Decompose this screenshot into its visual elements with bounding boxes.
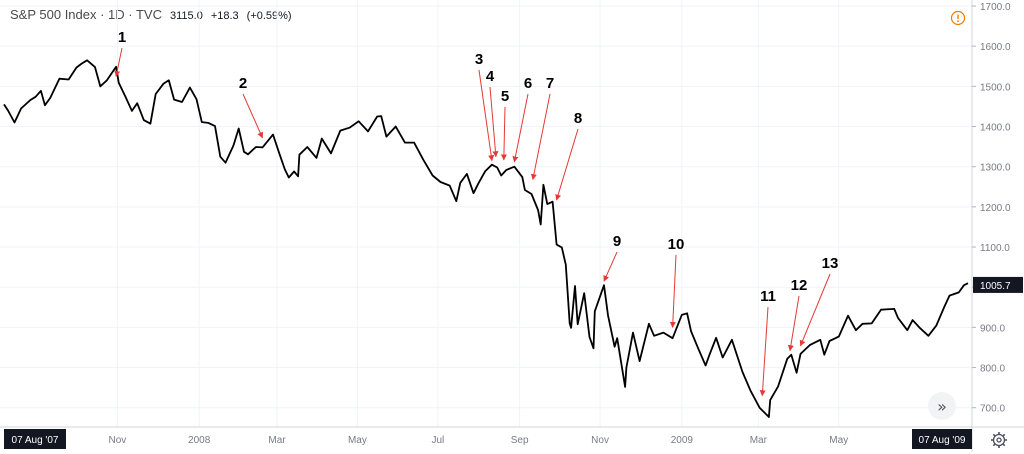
annotation-label: 6 — [524, 75, 532, 92]
annotation-label: 9 — [613, 233, 621, 250]
y-tick-label: 1300.0 — [980, 163, 1011, 174]
annotation-label: 4 — [486, 68, 495, 85]
price-series-line — [4, 60, 968, 417]
y-tick-label: 1500.0 — [980, 82, 1011, 93]
last-value-label: 1005.7 — [980, 281, 1011, 292]
annotation-arrow — [673, 255, 676, 327]
y-tick-label: 700.0 — [980, 404, 1005, 415]
x-tick-label: Sep — [511, 435, 529, 446]
double-chevron-right-icon: » — [937, 397, 947, 416]
annotation-arrow — [762, 307, 768, 396]
x-tick-label: Nov — [591, 435, 609, 446]
y-tick-label: 900.0 — [980, 323, 1005, 334]
annotation-label: 2 — [239, 75, 247, 92]
alert-circle-icon[interactable] — [950, 10, 966, 26]
y-tick-label: 1100.0 — [980, 243, 1010, 254]
annotation-arrow — [790, 296, 799, 351]
annotation-arrow — [490, 87, 496, 157]
annotation-label: 10 — [668, 236, 685, 253]
annotation-label: 11 — [760, 288, 776, 305]
y-tick-label: 1700.0 — [980, 2, 1011, 13]
y-tick-label: 1600.0 — [980, 42, 1011, 53]
annotation-label: 8 — [574, 110, 582, 127]
start-date-label: 07 Aug '07 — [12, 435, 59, 446]
annotation-label: 7 — [546, 75, 554, 92]
x-tick-label: May — [348, 435, 367, 446]
annotation-label: 12 — [791, 277, 808, 294]
annotation-arrow — [604, 252, 617, 281]
annotation-arrow — [514, 94, 528, 162]
annotation-label: 1 — [118, 29, 126, 46]
y-tick-label: 1200.0 — [980, 203, 1011, 214]
x-tick-label: Mar — [750, 435, 768, 446]
annotation-arrow — [504, 107, 505, 160]
annotation-label: 5 — [501, 88, 509, 105]
x-tick-label: Mar — [268, 435, 286, 446]
gear-icon[interactable] — [990, 431, 1008, 449]
annotation-arrow — [557, 129, 578, 200]
x-tick-label: 2008 — [188, 435, 211, 446]
annotation-label: 13 — [822, 255, 839, 272]
y-tick-label: 1400.0 — [980, 123, 1011, 134]
x-tick-label: Nov — [109, 435, 127, 446]
annotation-label: 3 — [475, 51, 483, 68]
x-tick-label: May — [829, 435, 848, 446]
y-tick-label: 800.0 — [980, 364, 1005, 375]
end-date-label: 07 Aug '09 — [919, 435, 966, 446]
x-tick-label: Jul — [431, 435, 444, 446]
scroll-to-realtime-button[interactable]: » — [928, 392, 956, 420]
annotation-arrow — [243, 94, 262, 138]
x-tick-label: 2009 — [671, 435, 694, 446]
